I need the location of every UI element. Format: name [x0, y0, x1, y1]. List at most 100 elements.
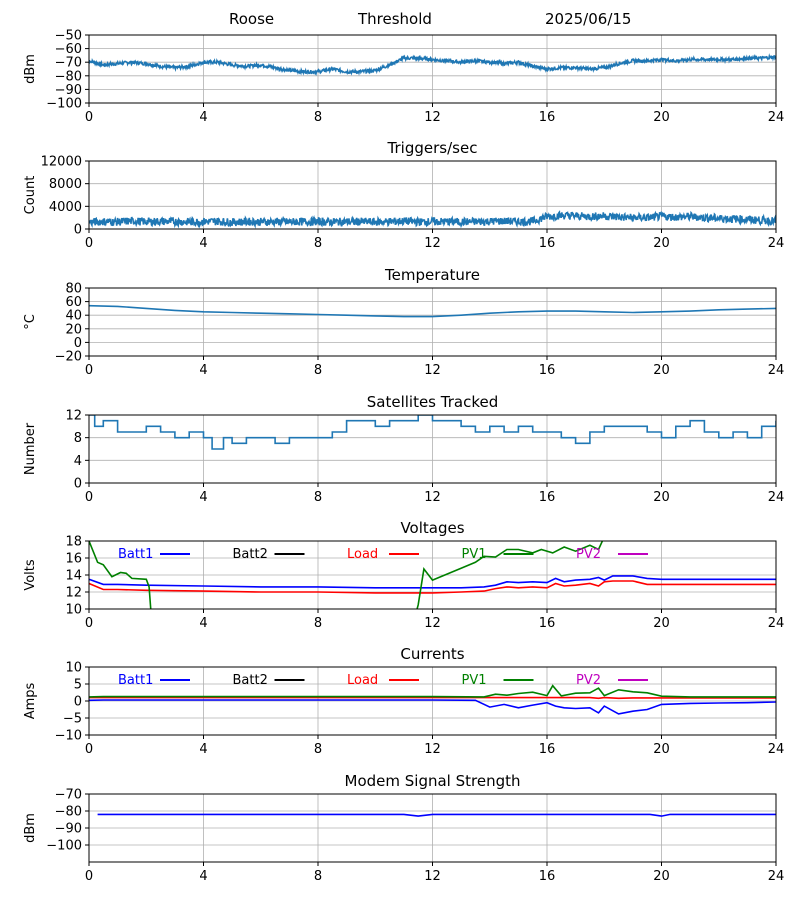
x-tick-label: 12 — [424, 869, 441, 884]
y-axis-label: Number — [23, 422, 38, 475]
y-tick-label: −10 — [55, 729, 82, 744]
x-tick-label: 12 — [424, 110, 441, 125]
series-line-2-0 — [89, 304, 776, 318]
y-tick-label: −70 — [55, 788, 82, 803]
x-tick-label: 8 — [314, 363, 322, 378]
y-tick-label: 18 — [65, 535, 82, 550]
y-tick-label: 8000 — [49, 177, 82, 192]
series-line-5-0 — [89, 699, 776, 715]
x-tick-label: 20 — [653, 742, 670, 757]
y-tick-label: −5 — [63, 712, 82, 727]
y-tick-label: −90 — [55, 822, 82, 837]
x-tick-label: 20 — [653, 616, 670, 631]
x-tick-label: 0 — [85, 616, 93, 631]
station-label: Roose — [229, 10, 275, 28]
x-tick-label: 12 — [424, 490, 441, 505]
legend-label: PV2 — [576, 673, 601, 688]
x-tick-label: 20 — [653, 869, 670, 884]
x-tick-label: 16 — [539, 490, 556, 505]
y-tick-label: 12 — [65, 409, 82, 424]
y-tick-label: −100 — [46, 839, 82, 854]
y-axis-label: °C — [23, 314, 38, 330]
y-tick-label: 4000 — [49, 200, 82, 215]
x-tick-label: 0 — [85, 363, 93, 378]
x-tick-label: 24 — [768, 110, 785, 125]
x-tick-label: 24 — [768, 869, 785, 884]
legend-label: Batt1 — [118, 547, 153, 562]
y-axis-label: Volts — [23, 559, 38, 591]
x-tick-label: 12 — [424, 363, 441, 378]
chart-title: Currents — [400, 645, 464, 663]
x-tick-label: 4 — [199, 742, 207, 757]
x-tick-label: 0 — [85, 742, 93, 757]
y-tick-label: −60 — [55, 42, 82, 57]
x-tick-label: 4 — [199, 869, 207, 884]
y-tick-label: 0 — [74, 477, 82, 492]
chart-title: Voltages — [400, 519, 464, 537]
x-tick-label: 4 — [199, 236, 207, 251]
series-line-5-2 — [89, 696, 776, 700]
x-tick-label: 4 — [199, 363, 207, 378]
legend-label: PV2 — [576, 547, 601, 562]
x-tick-label: 12 — [424, 616, 441, 631]
series-line-3-0 — [89, 415, 776, 450]
x-tick-label: 16 — [539, 616, 556, 631]
y-tick-label: −90 — [55, 83, 82, 98]
y-tick-label: −80 — [55, 69, 82, 84]
x-tick-label: 16 — [539, 869, 556, 884]
x-tick-label: 8 — [314, 742, 322, 757]
x-tick-label: 16 — [539, 110, 556, 125]
x-tick-label: 0 — [85, 490, 93, 505]
y-axis-label: Count — [23, 176, 38, 215]
y-tick-label: 12000 — [41, 155, 82, 170]
series-line-1-0 — [89, 210, 776, 229]
x-tick-label: 4 — [199, 110, 207, 125]
x-tick-label: 8 — [314, 236, 322, 251]
legend-label: Load — [347, 547, 378, 562]
y-tick-label: 4 — [74, 454, 82, 469]
legend-label: PV1 — [462, 673, 487, 688]
legend-label: Batt2 — [233, 673, 268, 688]
y-tick-label: −20 — [55, 350, 82, 365]
y-tick-label: 0 — [74, 695, 82, 710]
y-tick-label: −100 — [46, 97, 82, 112]
x-tick-label: 20 — [653, 236, 670, 251]
x-tick-label: 20 — [653, 490, 670, 505]
x-tick-label: 0 — [85, 110, 93, 125]
y-tick-label: 60 — [65, 295, 82, 310]
y-tick-label: 10 — [65, 661, 82, 676]
y-tick-label: 0 — [74, 336, 82, 351]
x-tick-label: 8 — [314, 616, 322, 631]
chart-title: Satellites Tracked — [367, 393, 498, 411]
date-label: 2025/06/15 — [545, 10, 632, 28]
y-tick-label: 0 — [74, 223, 82, 238]
y-axis-label: dBm — [23, 54, 38, 84]
legend-label: PV1 — [462, 547, 487, 562]
y-tick-label: 10 — [65, 603, 82, 618]
x-tick-label: 0 — [85, 869, 93, 884]
x-tick-label: 16 — [539, 363, 556, 378]
x-tick-label: 8 — [314, 869, 322, 884]
x-tick-label: 12 — [424, 742, 441, 757]
series-line-0-0 — [89, 53, 776, 77]
legend-label: Batt2 — [233, 547, 268, 562]
x-tick-label: 4 — [199, 616, 207, 631]
series-line-6-0 — [97, 813, 776, 817]
y-tick-label: 40 — [65, 309, 82, 324]
y-tick-label: 80 — [65, 282, 82, 297]
chart-title: Triggers/sec — [387, 139, 478, 157]
x-tick-label: 0 — [85, 236, 93, 251]
y-tick-label: −70 — [55, 56, 82, 71]
series-line-4-0 — [89, 575, 776, 589]
legend-label: Load — [347, 673, 378, 688]
x-tick-label: 24 — [768, 742, 785, 757]
x-tick-label: 8 — [314, 490, 322, 505]
legend-label: Batt1 — [118, 673, 153, 688]
y-tick-label: 14 — [65, 569, 82, 584]
y-tick-label: 16 — [65, 552, 82, 567]
series-line-5-3 — [89, 684, 776, 698]
x-tick-label: 8 — [314, 110, 322, 125]
x-tick-label: 16 — [539, 742, 556, 757]
x-tick-label: 4 — [199, 490, 207, 505]
